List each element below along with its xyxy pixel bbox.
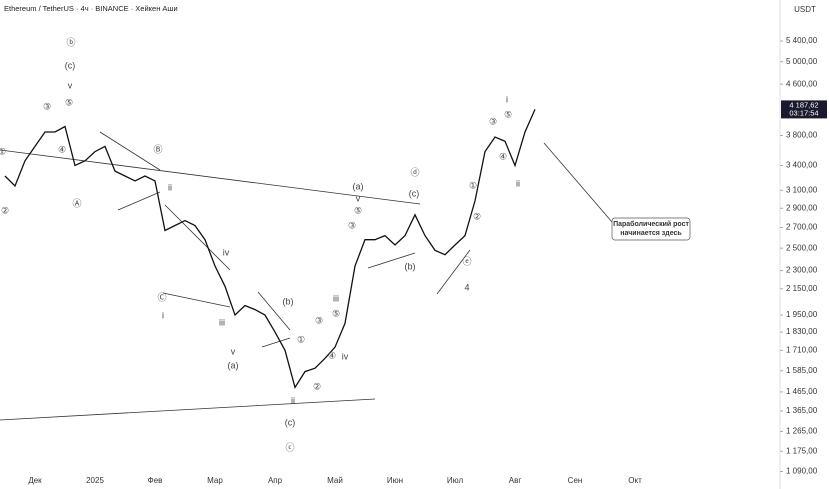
x-tick-label: Мар: [207, 476, 223, 485]
trendline: [0, 398, 376, 421]
y-tick-label: 1 365,00: [786, 406, 818, 415]
wave-label: iv: [342, 351, 349, 361]
wave-label: ②: [1, 205, 9, 215]
wave-label: ⑤: [354, 205, 362, 215]
wave-label: i: [162, 310, 164, 320]
wave-label: ⓑ: [66, 37, 75, 47]
y-tick-label: 1 950,00: [786, 310, 818, 319]
trendline: [164, 204, 231, 271]
wave-label: iii: [219, 317, 225, 327]
wave-label: ①: [297, 334, 305, 344]
y-tick-label: 1 090,00: [786, 467, 818, 476]
wave-label: Ⓒ: [157, 292, 166, 302]
x-tick-label: Май: [327, 476, 343, 485]
wave-label: (b): [283, 296, 294, 306]
wave-label: ii: [291, 395, 295, 405]
wave-label: ④: [58, 144, 66, 154]
x-tick-label: 2025: [86, 476, 104, 485]
y-tick-label: 5 400,00: [786, 36, 818, 45]
wave-label: 4: [464, 282, 469, 292]
trendline: [367, 252, 416, 269]
wave-label: ⓔ: [462, 256, 471, 266]
wave-label: ①: [469, 180, 477, 190]
wave-label: ii: [516, 178, 520, 188]
chart-title: Ethereum / TetherUS · 4ч · BINANCE · Хей…: [4, 4, 178, 13]
x-tick-label: Апр: [268, 476, 283, 485]
wave-label: i: [506, 94, 508, 104]
timer-label: 03:17:54: [789, 108, 818, 117]
wave-label: iii: [333, 293, 339, 303]
wave-label: Ⓐ: [72, 198, 81, 208]
y-tick-label: 2 500,00: [786, 243, 818, 252]
trendline: [99, 131, 161, 171]
y-tick-label: 2 150,00: [786, 284, 818, 293]
wave-label: (c): [65, 60, 76, 70]
price-box: [781, 100, 827, 119]
x-tick-label: Окт: [628, 476, 642, 485]
trendline: [261, 337, 291, 348]
y-tick-label: 3 400,00: [786, 161, 818, 170]
y-tick-label: 2 900,00: [786, 203, 818, 212]
y-tick-label: 1 585,00: [786, 366, 818, 375]
trendlines: [0, 131, 613, 421]
trendline: [117, 191, 161, 211]
wave-label: (b): [405, 261, 416, 271]
price-line: [4, 109, 536, 389]
wave-label: (a): [353, 181, 364, 191]
wave-label: ⓒ: [285, 442, 294, 452]
wave-label: ③: [315, 315, 323, 325]
wave-label: iv: [223, 247, 230, 257]
wave-label: ⑤: [65, 97, 73, 107]
y-tick-label: 1 830,00: [786, 327, 818, 336]
wave-label: (a): [228, 360, 239, 370]
wave-label: ①: [0, 146, 6, 156]
x-tick-label: Июл: [447, 476, 464, 485]
wave-label: ③: [43, 101, 51, 111]
wave-label: ③: [348, 220, 356, 230]
wave-label: v: [231, 346, 236, 356]
y-tick-label: 1 175,00: [786, 446, 818, 455]
wave-label: (c): [285, 417, 296, 427]
y-tick-label: 1 265,00: [786, 427, 818, 436]
y-tick-label: 3 800,00: [786, 131, 818, 140]
wave-label: (c): [409, 188, 420, 198]
trendline: [0, 149, 421, 205]
wave-label: ii: [168, 182, 172, 192]
wave-label: ⑤: [504, 109, 512, 119]
wave-label: v: [68, 80, 73, 90]
y-tick-label: 2 700,00: [786, 223, 818, 232]
x-tick-label: Сен: [568, 476, 583, 485]
trendline: [162, 292, 231, 308]
y-tick-label: 4 600,00: [786, 79, 818, 88]
wave-label: ④: [499, 151, 507, 161]
y-tick-label: 1 710,00: [786, 345, 818, 354]
y-axis-label: USDT: [794, 5, 816, 14]
x-tick-label: Июн: [387, 476, 403, 485]
callout-pointer: [543, 142, 613, 223]
wave-label: ⓓ: [410, 167, 419, 177]
x-tick-label: Авг: [509, 476, 522, 485]
wave-label: ④: [328, 350, 336, 360]
wave-label: Ⓑ: [153, 144, 162, 154]
x-tick-label: Дек: [28, 476, 42, 485]
wave-label: ②: [473, 211, 481, 221]
trendline: [257, 291, 291, 331]
y-tick-label: 5 000,00: [786, 57, 818, 66]
wave-label: ②: [313, 381, 321, 391]
y-tick-label: 1 465,00: [786, 387, 818, 396]
price-label: 4 187,62: [789, 100, 818, 109]
y-tick-label: 2 300,00: [786, 266, 818, 275]
callout-text: Параболический рост: [613, 220, 689, 228]
x-tick-label: Фев: [148, 476, 163, 485]
wave-label: ③: [489, 116, 497, 126]
trendline: [436, 249, 471, 295]
callout-box: [611, 217, 691, 241]
y-tick-label: 3 100,00: [786, 185, 818, 194]
wave-label: ⑤: [332, 308, 340, 318]
callout-text: начинается здесь: [620, 230, 682, 237]
wave-label: v: [356, 193, 361, 203]
